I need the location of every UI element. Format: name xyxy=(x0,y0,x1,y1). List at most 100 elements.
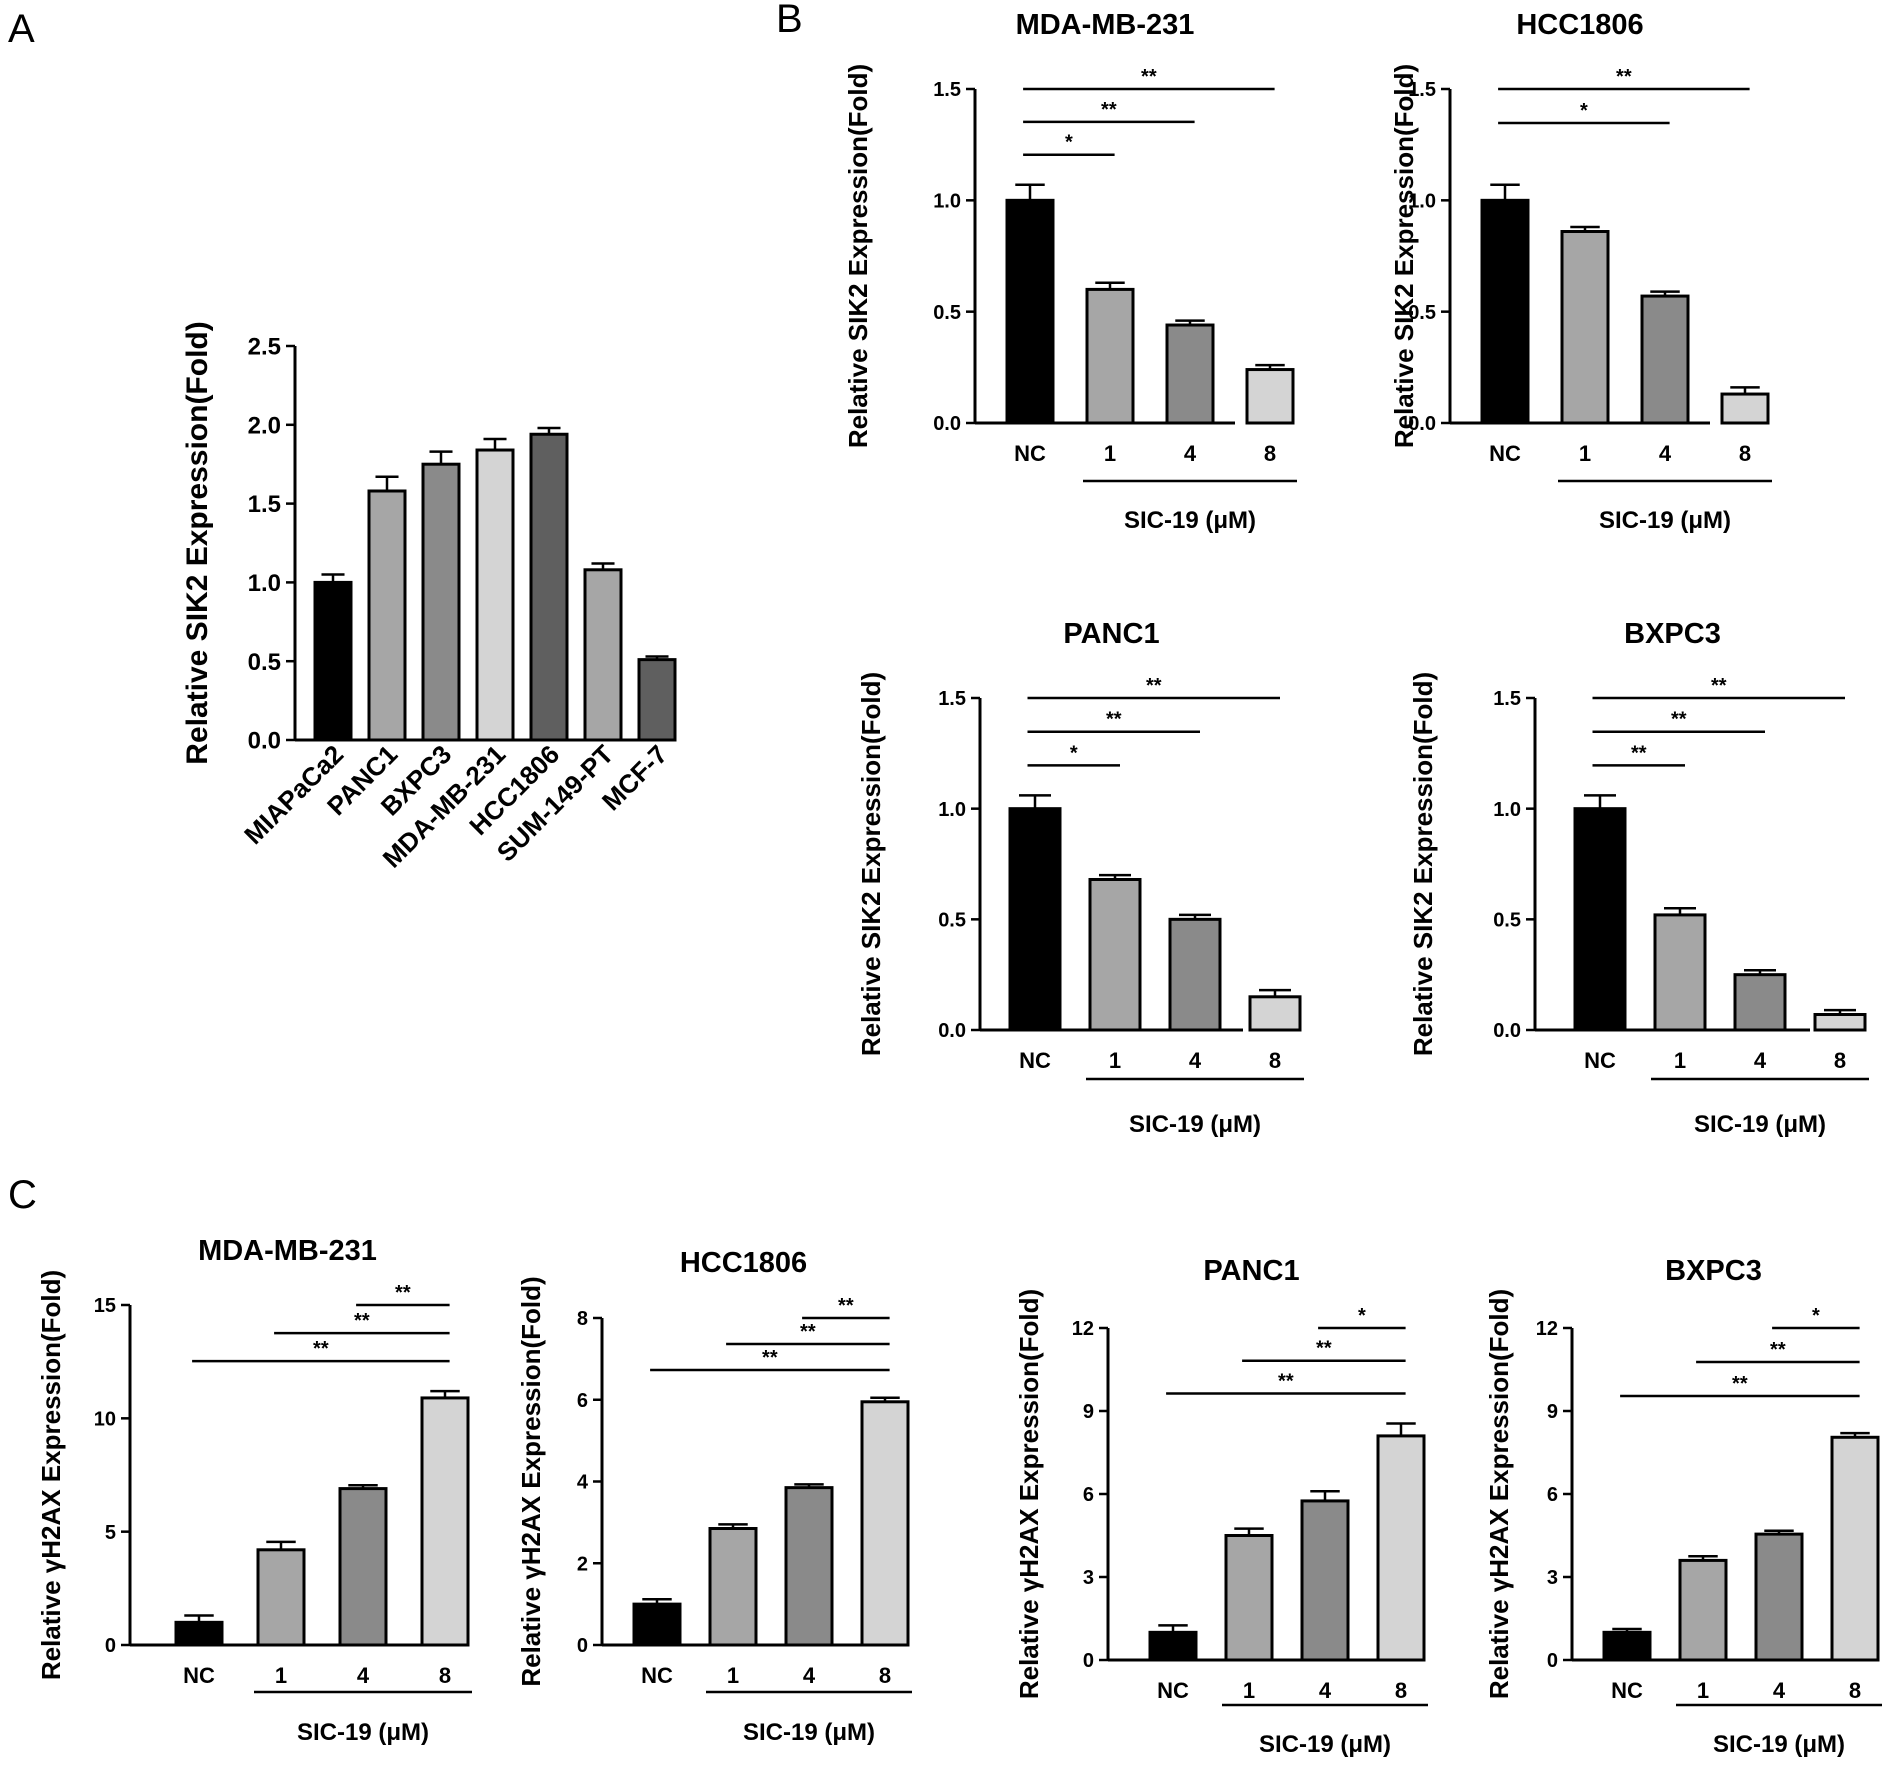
significance-label: * xyxy=(1812,1305,1820,1327)
bar xyxy=(1640,294,1690,425)
significance-label: ** xyxy=(354,1310,370,1332)
x-category-label: 1 xyxy=(1109,1048,1121,1073)
chart-3: PANC1 0.0 0.5 1.0 1.5 Relative SIK2 Expressio… xyxy=(856,618,1304,1138)
significance-label: ** xyxy=(395,1282,411,1304)
chart-title: MDA-MB-231 xyxy=(198,1235,377,1267)
bar xyxy=(1300,1499,1350,1662)
bar xyxy=(475,448,515,742)
significance-label: ** xyxy=(1106,709,1122,731)
x-category-label: NC xyxy=(641,1663,673,1688)
chart-title: MDA-MB-231 xyxy=(1016,9,1195,41)
y-tick-label: 0.5 xyxy=(248,649,281,676)
bar xyxy=(708,1527,758,1647)
bar xyxy=(1085,287,1135,425)
significance-label: ** xyxy=(1141,66,1157,88)
y-tick-label: 12 xyxy=(1072,1318,1094,1340)
chart-title: PANC1 xyxy=(1203,1255,1299,1287)
y-tick-label: 3 xyxy=(1083,1567,1094,1589)
y-tick-label: 8 xyxy=(577,1308,588,1330)
y-tick-label: 0.0 xyxy=(1408,413,1436,435)
x-category-label: 8 xyxy=(1849,1678,1861,1703)
x-category-label: 8 xyxy=(439,1663,451,1688)
y-tick-label: 9 xyxy=(1547,1401,1558,1423)
significance-label: ** xyxy=(1631,742,1647,764)
x-category-label: 8 xyxy=(1395,1678,1407,1703)
x-category-label: 8 xyxy=(1834,1048,1846,1073)
x-axis-label: SIC-19 (μM) xyxy=(743,1719,875,1746)
bar xyxy=(632,1602,682,1647)
chart-0: 0.0 0.5 1.0 1.5 2.0 2.5 Relative SIK2 Expressi… xyxy=(181,321,677,874)
y-tick-label: 1.5 xyxy=(1493,688,1521,710)
bar xyxy=(1008,807,1062,1032)
y-tick-label: 1.0 xyxy=(248,570,281,597)
x-category-label: 4 xyxy=(357,1663,370,1688)
y-tick-label: 5 xyxy=(105,1522,116,1544)
bar xyxy=(420,1396,470,1647)
bar xyxy=(529,432,569,742)
y-axis-label: Relative SIK2 Expression(Fold) xyxy=(843,64,873,448)
x-category-label: NC xyxy=(1489,441,1521,466)
y-tick-label: 2 xyxy=(577,1553,588,1575)
y-tick-label: 0.0 xyxy=(248,728,281,755)
x-category-label: NC xyxy=(183,1663,215,1688)
bar xyxy=(1560,230,1610,425)
y-tick-label: 15 xyxy=(94,1295,116,1317)
bar xyxy=(1733,973,1787,1032)
y-tick-label: 0.0 xyxy=(938,1020,966,1042)
y-tick-label: 1.5 xyxy=(938,688,966,710)
x-category-label: 1 xyxy=(1674,1048,1686,1073)
y-tick-label: 6 xyxy=(577,1390,588,1412)
bar xyxy=(1653,913,1707,1032)
y-tick-label: 3 xyxy=(1547,1567,1558,1589)
y-tick-label: 1.0 xyxy=(1493,799,1521,821)
x-axis-label: SIC-19 (μM) xyxy=(1124,507,1256,534)
panel-label-c: C xyxy=(8,1173,37,1217)
x-category-label: NC xyxy=(1014,441,1046,466)
y-axis-label: Relative γH2AX Expression(Fold) xyxy=(516,1276,546,1686)
chart-8: BXPC3 0 3 6 9 12 Relative γH2AX Expression(Fol… xyxy=(1484,1255,1882,1758)
y-axis-label: Relative SIK2 Expression(Fold) xyxy=(181,321,214,764)
x-category-label: NC xyxy=(1584,1048,1616,1073)
bar xyxy=(1168,917,1222,1032)
x-category-label: 1 xyxy=(727,1663,739,1688)
chart-7: PANC1 0 3 6 9 12 Relative γH2AX Expression(Fol… xyxy=(1014,1255,1428,1758)
x-category-label: 1 xyxy=(275,1663,287,1688)
x-category-label: 1 xyxy=(1104,441,1116,466)
bar xyxy=(1088,877,1142,1032)
bar xyxy=(1813,1013,1867,1032)
chart-4: BXPC3 0.0 0.5 1.0 1.5 Relative SIK2 Expressio… xyxy=(1408,618,1869,1138)
bar xyxy=(1148,1630,1198,1662)
bar xyxy=(367,489,407,742)
y-tick-label: 1.0 xyxy=(1408,191,1436,213)
chart-title: HCC1806 xyxy=(680,1247,807,1279)
bar xyxy=(338,1487,388,1647)
significance-label: ** xyxy=(1101,99,1117,121)
bar xyxy=(1005,198,1055,425)
x-category-label: 1 xyxy=(1697,1678,1709,1703)
y-tick-label: 1.5 xyxy=(933,79,961,101)
y-axis-label: Relative SIK2 Expression(Fold) xyxy=(1389,64,1419,448)
significance-label: * xyxy=(1580,100,1588,122)
bar xyxy=(1720,392,1770,425)
y-tick-label: 4 xyxy=(577,1472,589,1494)
x-axis-label: SIC-19 (μM) xyxy=(1259,1731,1391,1758)
y-tick-label: 2.0 xyxy=(248,412,281,439)
significance-label: ** xyxy=(1770,1339,1786,1361)
y-tick-label: 9 xyxy=(1083,1401,1094,1423)
x-category-label: NC xyxy=(1019,1048,1051,1073)
y-tick-label: 1.0 xyxy=(938,799,966,821)
bar xyxy=(1248,995,1302,1032)
bar xyxy=(860,1400,910,1647)
y-tick-label: 0 xyxy=(577,1635,588,1657)
significance-label: * xyxy=(1065,132,1073,154)
chart-5: MDA-MB-231 0 5 10 15 Relative γH2AX Expressio… xyxy=(36,1235,472,1746)
y-axis-label: Relative SIK2 Expression(Fold) xyxy=(856,672,886,1056)
significance-label: ** xyxy=(1316,1338,1332,1360)
y-tick-label: 0.5 xyxy=(1493,910,1521,932)
x-category-label: NC xyxy=(1157,1678,1189,1703)
significance-label: * xyxy=(1070,742,1078,764)
x-category-label: 1 xyxy=(1579,441,1591,466)
y-tick-label: 0.5 xyxy=(933,302,961,324)
y-tick-label: 0.0 xyxy=(1493,1020,1521,1042)
